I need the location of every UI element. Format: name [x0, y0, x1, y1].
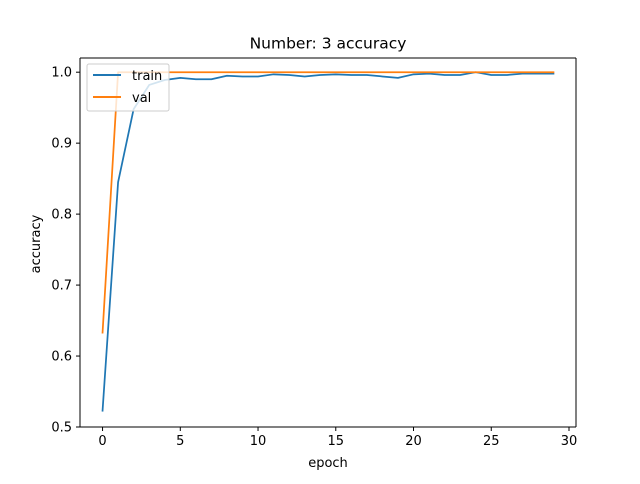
x-tick-label: 25: [483, 434, 500, 449]
y-axis-label: accuracy: [29, 214, 44, 273]
x-tick-label: 15: [328, 434, 345, 449]
x-tick-label: 30: [561, 434, 578, 449]
legend-label-val: val: [132, 91, 151, 106]
y-tick-label: 1.0: [51, 66, 72, 81]
y-tick-label: 0.7: [51, 279, 72, 294]
chart-title: Number: 3 accuracy: [250, 35, 407, 53]
y-tick-label: 0.9: [51, 137, 72, 152]
legend-label-train: train: [132, 69, 162, 84]
x-tick-label: 20: [405, 434, 422, 449]
legend: train val: [86, 63, 170, 112]
y-tick-label: 0.6: [51, 350, 72, 365]
y-tick-label: 0.8: [51, 208, 72, 223]
x-tick-label: 5: [176, 434, 184, 449]
series-line-val: [101, 71, 555, 334]
x-tick-label: 0: [98, 434, 106, 449]
y-tick-label: 0.5: [51, 421, 72, 436]
x-axis-label: epoch: [308, 456, 348, 471]
plot-area: 0 5 10 15 20 25 30 0.5 0.6 0.7 0.8 0.9 1.0: [51, 57, 578, 449]
x-tick-label: 10: [250, 434, 267, 449]
